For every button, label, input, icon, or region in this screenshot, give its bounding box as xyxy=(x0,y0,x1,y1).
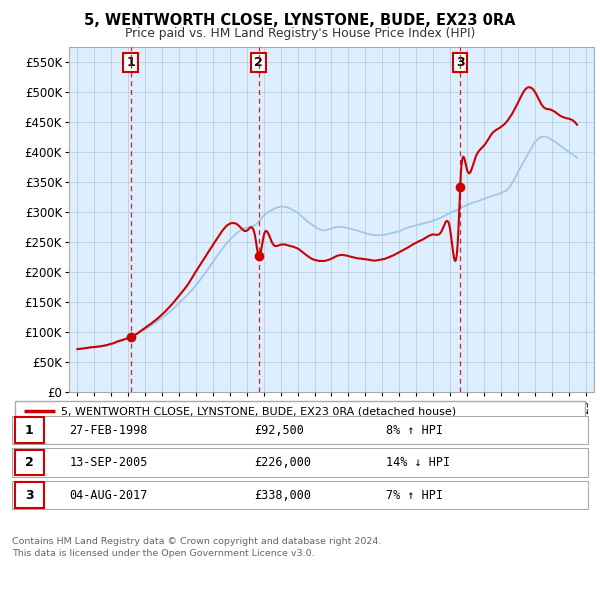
Text: 7% ↑ HPI: 7% ↑ HPI xyxy=(386,489,443,502)
Text: HPI: Average price, detached house, Cornwall: HPI: Average price, detached house, Corn… xyxy=(61,425,316,435)
Text: £92,500: £92,500 xyxy=(254,424,304,437)
FancyBboxPatch shape xyxy=(15,401,585,441)
Text: £226,000: £226,000 xyxy=(254,456,311,469)
FancyBboxPatch shape xyxy=(12,416,588,444)
Text: 5, WENTWORTH CLOSE, LYNSTONE, BUDE, EX23 0RA (detached house): 5, WENTWORTH CLOSE, LYNSTONE, BUDE, EX23… xyxy=(61,406,456,416)
FancyBboxPatch shape xyxy=(15,417,44,443)
Text: Contains HM Land Registry data © Crown copyright and database right 2024.: Contains HM Land Registry data © Crown c… xyxy=(12,537,382,546)
Text: 13-SEP-2005: 13-SEP-2005 xyxy=(70,456,148,469)
Text: 2: 2 xyxy=(254,56,263,69)
Text: Price paid vs. HM Land Registry's House Price Index (HPI): Price paid vs. HM Land Registry's House … xyxy=(125,27,475,40)
FancyBboxPatch shape xyxy=(15,450,44,476)
Text: £338,000: £338,000 xyxy=(254,489,311,502)
Text: 2: 2 xyxy=(25,456,34,469)
Text: 5, WENTWORTH CLOSE, LYNSTONE, BUDE, EX23 0RA: 5, WENTWORTH CLOSE, LYNSTONE, BUDE, EX23… xyxy=(84,13,516,28)
Text: 1: 1 xyxy=(25,424,34,437)
Text: This data is licensed under the Open Government Licence v3.0.: This data is licensed under the Open Gov… xyxy=(12,549,314,558)
Text: 8% ↑ HPI: 8% ↑ HPI xyxy=(386,424,443,437)
Text: 3: 3 xyxy=(25,489,34,502)
Text: 27-FEB-1998: 27-FEB-1998 xyxy=(70,424,148,437)
FancyBboxPatch shape xyxy=(12,448,588,477)
FancyBboxPatch shape xyxy=(12,481,588,509)
Text: 3: 3 xyxy=(456,56,464,69)
Text: 1: 1 xyxy=(127,56,135,69)
Text: 14% ↓ HPI: 14% ↓ HPI xyxy=(386,456,451,469)
Text: 04-AUG-2017: 04-AUG-2017 xyxy=(70,489,148,502)
FancyBboxPatch shape xyxy=(15,482,44,508)
